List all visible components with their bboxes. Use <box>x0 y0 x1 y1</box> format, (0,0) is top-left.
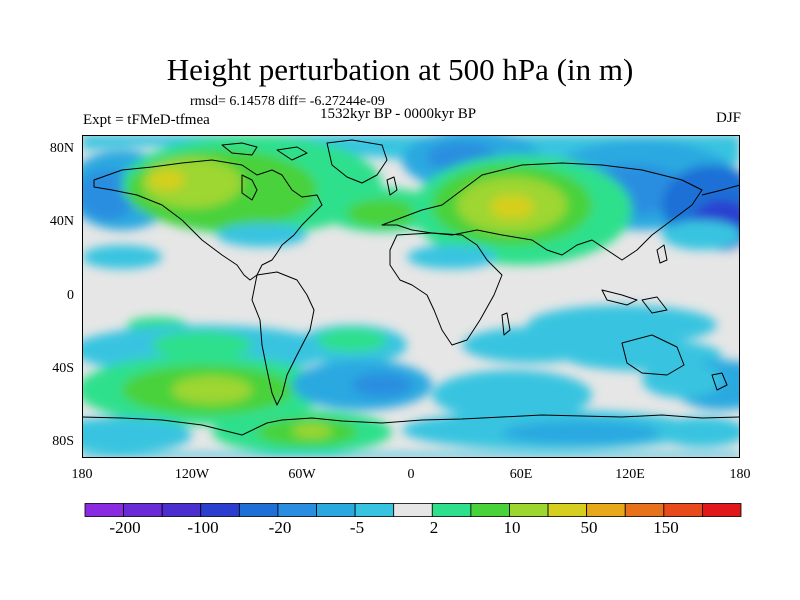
colorbar-swatch <box>200 503 240 517</box>
colorbar-swatch <box>663 503 703 517</box>
colorbar-swatch <box>161 503 202 517</box>
colorbar-label: -200 <box>109 518 141 537</box>
period-label: 1532kyr BP - 0000kyr BP <box>320 106 477 122</box>
coastlines <box>82 139 740 436</box>
colorbar-label: -100 <box>187 518 219 537</box>
lon-tick-180w: 180 <box>71 467 93 482</box>
lat-tick-40n: 40N <box>49 214 74 229</box>
colorbar <box>84 503 742 517</box>
colorbar-swatch <box>238 503 279 517</box>
colorbar-swatch <box>277 503 317 517</box>
colorbar-swatch <box>316 503 356 517</box>
colorbar-swatch <box>84 503 124 517</box>
colorbar-swatch <box>586 503 626 517</box>
lon-tick-60w: 60W <box>288 467 316 482</box>
lat-tick-80s: 80S <box>52 434 74 449</box>
lon-tick-120e: 120E <box>615 467 645 482</box>
lon-tick-0: 0 <box>407 467 415 482</box>
colorbar-swatch <box>702 503 742 517</box>
lon-tick-120w: 120W <box>174 467 210 482</box>
lon-tick-180e: 180 <box>729 467 751 482</box>
season-label: DJF <box>715 110 741 126</box>
perturbation-field <box>82 135 740 458</box>
colorbar-swatch <box>393 503 433 517</box>
height-perturbation-map <box>82 135 740 458</box>
map-frame <box>82 135 740 458</box>
colorbar-swatch <box>509 503 549 517</box>
colorbar-swatch <box>354 503 395 517</box>
lon-tick-60e: 60E <box>509 467 533 482</box>
colorbar-label: 10 <box>503 518 521 537</box>
colorbar-label: 150 <box>653 518 679 537</box>
colorbar-label: 2 <box>429 518 439 537</box>
colorbar-label: -20 <box>268 518 292 537</box>
colorbar-swatch <box>547 503 588 517</box>
colorbar-swatch <box>624 503 665 517</box>
stats-label: rmsd= 6.14578 diff= -6.27244e-09 <box>190 94 385 109</box>
colorbar-label: -5 <box>349 518 365 537</box>
chart-title: Height perturbation at 500 hPa (in m) <box>166 52 634 87</box>
colorbar-label: 50 <box>580 518 598 537</box>
colorbar-swatch <box>431 503 472 517</box>
colorbar-swatch <box>470 503 510 517</box>
lat-tick-40s: 40S <box>52 361 74 376</box>
lat-tick-80n: 80N <box>49 141 74 156</box>
lat-tick-0: 0 <box>67 288 74 303</box>
experiment-label: Expt = tFMeD-tfmea <box>83 112 210 128</box>
colorbar-swatch <box>123 503 163 517</box>
